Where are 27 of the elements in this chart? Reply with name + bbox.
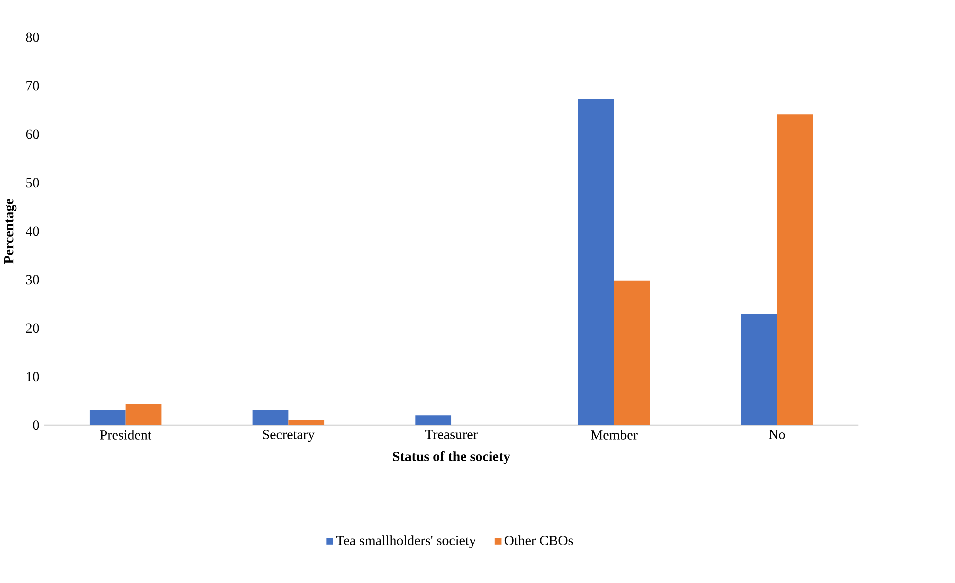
bar [777, 114, 814, 426]
bar [288, 420, 325, 426]
y-tick-label: 30 [26, 275, 40, 285]
y-tick-label: 50 [26, 178, 40, 188]
y-tick-label: 20 [26, 324, 40, 334]
bar [252, 410, 289, 426]
y-tick-label: 10 [27, 372, 40, 382]
y-tick-label: 70 [26, 81, 40, 91]
bar [90, 410, 126, 426]
x-tick-label: No [769, 430, 786, 440]
y-tick-label: 0 [33, 420, 40, 430]
y-tick-label: 80 [26, 32, 40, 42]
y-axis-title: Percentage [4, 199, 17, 264]
x-tick-label: Treasurer [425, 430, 478, 440]
y-tick-label: 60 [26, 130, 40, 140]
bar [578, 99, 614, 426]
x-tick-label: Secretary [263, 430, 315, 442]
bar [614, 281, 650, 426]
bar [126, 404, 162, 426]
x-axis-title: Status of the society [393, 452, 510, 464]
x-tick-label: Member [591, 430, 638, 440]
bar [416, 416, 452, 426]
x-tick-label: President [100, 430, 152, 440]
y-tick-label: 40 [26, 226, 40, 236]
legend-label: Tea smallholders' society [336, 536, 476, 548]
bar [741, 314, 778, 426]
legend-label: Other CBOs [504, 536, 574, 546]
